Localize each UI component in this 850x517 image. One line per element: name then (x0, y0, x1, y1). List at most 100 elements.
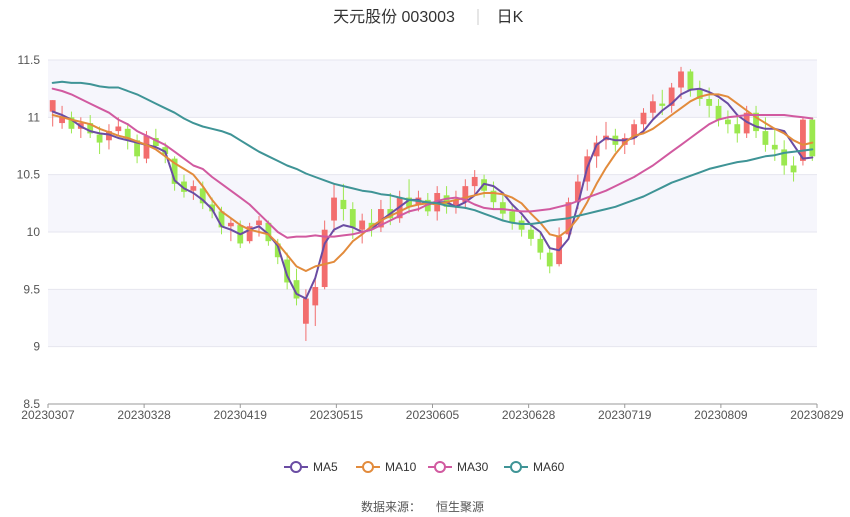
candle (471, 170, 478, 196)
candle (668, 82, 675, 113)
candle (68, 111, 75, 134)
legend-marker (290, 461, 302, 473)
candle (284, 252, 291, 290)
candle (152, 128, 159, 150)
candle-body (518, 220, 525, 230)
y-tick-label: 10 (27, 225, 41, 239)
candle (321, 220, 328, 290)
y-tick-label: 10.5 (17, 168, 41, 182)
candle (453, 190, 459, 214)
candle (631, 119, 638, 145)
candle-body (59, 117, 65, 124)
candle (443, 186, 450, 214)
candle (753, 105, 759, 138)
candle-body (499, 202, 506, 214)
source-name: 恒生聚源 (436, 500, 484, 514)
candle-body (143, 135, 150, 159)
candle-body (734, 124, 741, 134)
grid-band (48, 289, 817, 347)
candle-body (462, 186, 469, 203)
candle (509, 204, 516, 230)
candle (715, 98, 722, 127)
chart-title-period: 日K (497, 9, 524, 26)
candle-body (687, 71, 694, 90)
candle (696, 80, 703, 106)
candle-body (218, 211, 225, 228)
x-tick-label: 20230829 (790, 408, 844, 422)
candle-body (378, 209, 384, 228)
candle-body (115, 126, 122, 132)
candle (790, 156, 797, 182)
legend-item-ma5: MA5 (284, 460, 338, 474)
candle-body (706, 98, 713, 106)
candle (528, 222, 534, 246)
candle-body (96, 134, 103, 143)
candle-body (152, 137, 159, 146)
candle (331, 183, 337, 232)
legend-marker (510, 461, 522, 473)
candle (246, 222, 253, 244)
y-tick-label: 11.5 (18, 53, 41, 67)
candle (518, 215, 525, 237)
candle (124, 123, 131, 150)
candle-body (546, 252, 553, 267)
y-tick-label: 11 (28, 110, 41, 124)
moving-average-lines (51, 80, 814, 300)
candle-body (312, 287, 319, 306)
y-tick-label: 9.5 (23, 282, 40, 296)
candle-body (227, 222, 234, 227)
candle-body (293, 280, 300, 299)
source-label: 数据来源： (361, 499, 421, 514)
candle-body (302, 298, 309, 324)
candle (359, 213, 366, 244)
candle-body (162, 147, 169, 155)
candle (546, 245, 553, 274)
candle (181, 174, 187, 198)
candle-body (256, 220, 262, 226)
candle-body (640, 112, 647, 125)
candle-body (743, 112, 750, 134)
candle-body (471, 176, 478, 187)
candle-body (696, 89, 703, 99)
x-tick-label: 20230628 (502, 408, 556, 422)
y-tick-label: 9 (33, 340, 40, 354)
candle-body (134, 140, 140, 157)
candle-body (668, 87, 675, 106)
candle (725, 110, 731, 134)
candle-body (340, 199, 347, 210)
candle-body (68, 117, 75, 129)
candle-body (781, 149, 788, 166)
candle-body (284, 259, 291, 283)
candle (499, 193, 506, 221)
candle-body (631, 124, 638, 138)
candle-body (753, 112, 759, 132)
candle-body (321, 229, 328, 288)
candle-body (424, 199, 431, 212)
candle (106, 124, 112, 150)
candle-body (528, 229, 534, 239)
candle (87, 115, 94, 138)
candle-body (790, 165, 797, 173)
legend: MA5 MA10 MA30 MA60 (284, 460, 565, 474)
candle-body (331, 197, 337, 221)
candle-body (678, 71, 684, 88)
legend-item-ma60: MA60 (504, 460, 565, 474)
candle-body (274, 243, 281, 258)
candle-body (443, 195, 450, 207)
candle-body (537, 238, 544, 253)
ma-line-ma60 (51, 80, 814, 225)
candle (49, 100, 56, 127)
x-axis: 20230307 20230328 20230419 20230515 20230605… (21, 403, 844, 422)
legend-marker (362, 461, 374, 473)
candle-body (771, 144, 778, 150)
candle (603, 121, 609, 150)
legend-item-ma30: MA30 (428, 460, 489, 474)
candle (809, 117, 816, 161)
candle (462, 179, 469, 210)
legend-item-ma10: MA10 (356, 460, 417, 474)
legend-label: MA60 (533, 460, 565, 474)
candle-body (49, 100, 56, 112)
legend-label: MA5 (313, 460, 338, 474)
candle-body (659, 103, 666, 106)
